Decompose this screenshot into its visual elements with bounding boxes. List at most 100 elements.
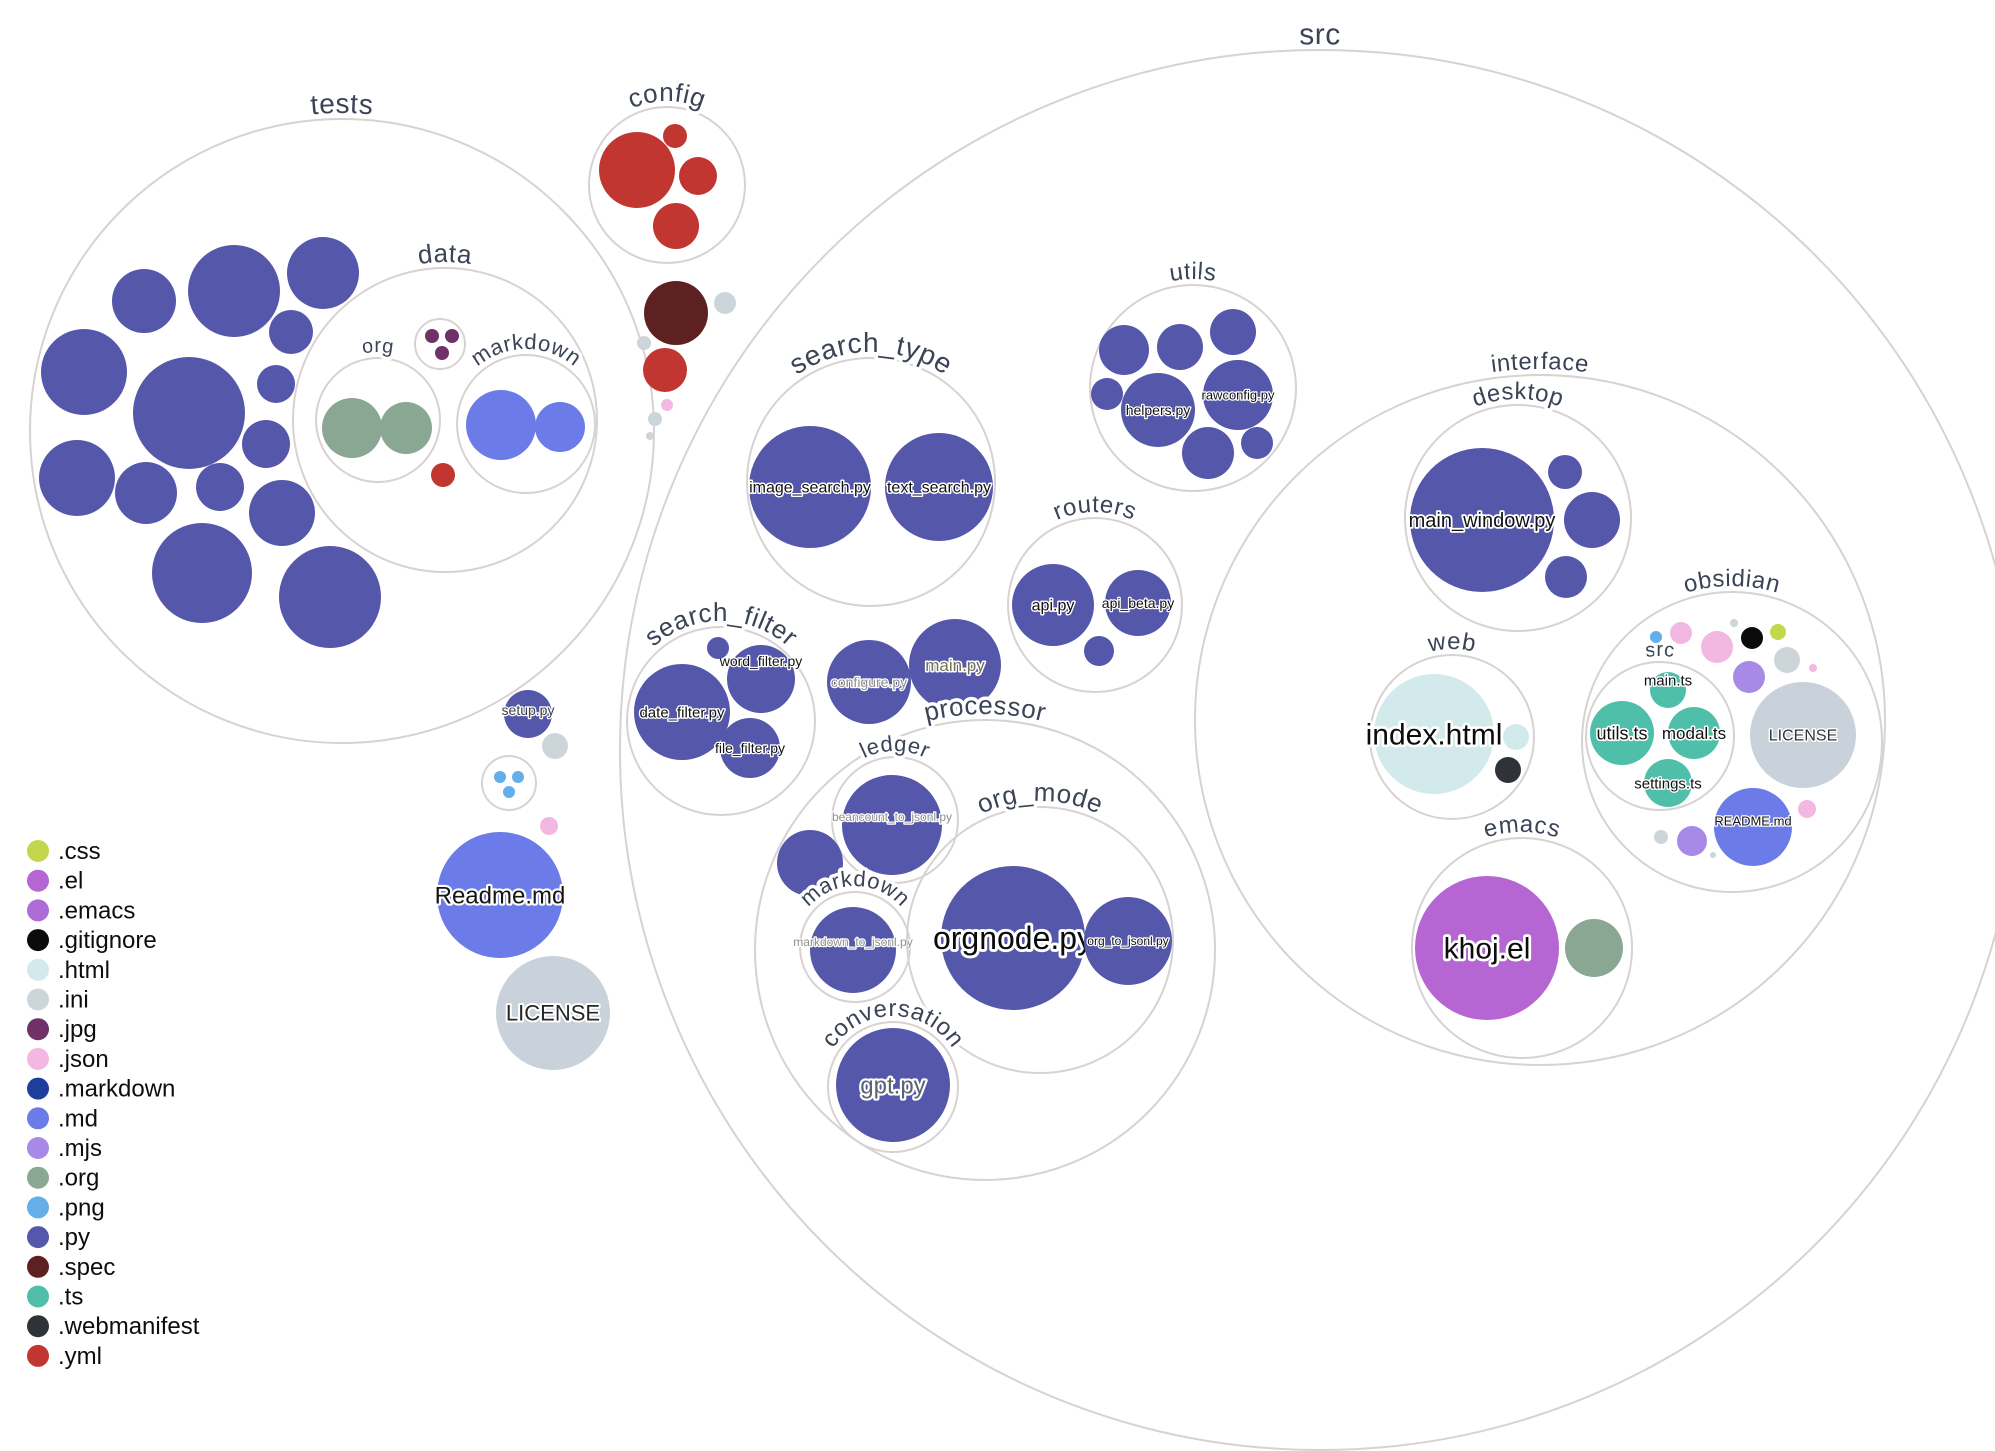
- legend-label-md: .md: [58, 1105, 98, 1132]
- legend-swatch-org: [27, 1166, 49, 1189]
- file-label-setup.py: setup.py: [502, 702, 555, 718]
- dir-label-org_mode: org_mode: [972, 777, 1107, 820]
- dir-label-data: data: [416, 238, 474, 270]
- file-dot-org: [1565, 919, 1623, 977]
- file-label-index.html: index.html: [1366, 719, 1503, 752]
- file-label-LICENSE: LICENSE: [1769, 728, 1837, 745]
- file-circle-LICENSE: [496, 956, 610, 1070]
- file-dot-mjs: [1733, 661, 1765, 693]
- legend-label-org: .org: [58, 1165, 99, 1192]
- file-dot-py: [152, 523, 252, 623]
- file-dot-jpg: [445, 329, 459, 343]
- legend-label-png: .png: [58, 1194, 105, 1221]
- file-dot-webmanifest: [1495, 757, 1521, 783]
- file-label-beancount_to_jsonl.py: beancount_to_jsonl.py: [832, 810, 952, 824]
- legend-label-ini: .ini: [58, 987, 89, 1014]
- file-dot-ini: [1774, 647, 1800, 673]
- file-label-api_beta.py: api_beta.py: [1102, 595, 1174, 611]
- file-circle-image_search.py: [749, 426, 871, 548]
- file-dot-json: [661, 399, 673, 411]
- dir-circle-search_type: [746, 357, 996, 607]
- file-dot-yml: [599, 132, 675, 208]
- file-dot-md: [466, 390, 536, 460]
- file-circle-configure.py: [827, 640, 911, 724]
- file-circle-main.py: [909, 619, 1001, 711]
- file-dot-json: [540, 817, 558, 835]
- file-label-api.py: api.py: [1032, 598, 1075, 615]
- file-dot-py: [287, 237, 359, 309]
- file-circle-main.ts: [1650, 672, 1686, 708]
- file-dot-png: [512, 771, 524, 783]
- file-dot-py: [1182, 427, 1234, 479]
- legend-swatch-jpg: [27, 1018, 49, 1041]
- file-circle-beancount_to_jsonl.py: [842, 775, 942, 875]
- legend-swatch-mjs: [27, 1137, 49, 1159]
- file-dot-ini: [542, 733, 568, 759]
- dir-circle-org: [315, 357, 441, 483]
- legend-swatch-gitignore: [27, 929, 49, 952]
- dir-label-org: org: [361, 335, 396, 358]
- file-circle-file_filter.py: [720, 718, 780, 778]
- dir-circle-processor: [754, 719, 1216, 1181]
- file-circle-api_beta.py: [1105, 570, 1171, 636]
- file-dot-py: [249, 480, 315, 546]
- file-dot-py: [133, 357, 245, 469]
- dir-label-search_type: search_type: [784, 327, 959, 380]
- legend-label-json: .json: [58, 1046, 109, 1073]
- file-circle-khoj.el: [1415, 876, 1559, 1020]
- file-label-org_to_jsonl.py: org_to_jsonl.py: [1087, 934, 1168, 948]
- dir-label-processor: processor: [921, 690, 1049, 727]
- file-dot-gitignore: [1741, 627, 1763, 649]
- legend-swatch-webmanifest: [27, 1315, 49, 1338]
- dir-circle-search_filter: [626, 626, 816, 816]
- legend-swatch-markdown: [27, 1077, 49, 1100]
- file-label-main.ts: main.ts: [1644, 672, 1692, 689]
- dir-circle-data: [292, 267, 598, 573]
- dir-label-routers: routers: [1049, 491, 1140, 526]
- file-label-text_search.py: text_search.py: [887, 480, 991, 497]
- file-label-orgnode.py: orgnode.py: [933, 920, 1093, 956]
- dir-label-desktop: desktop: [1469, 378, 1568, 413]
- file-circle-date_filter.py: [634, 664, 730, 760]
- dir-circle-routers: [1007, 517, 1183, 693]
- file-dot-py: [1091, 378, 1123, 410]
- file-dot-png: [1650, 631, 1662, 643]
- legend-swatch-png: [27, 1196, 49, 1219]
- file-label-settings.ts: settings.ts: [1634, 775, 1702, 792]
- file-label-date_filter.py: date_filter.py: [639, 704, 725, 721]
- file-dot-py: [1564, 492, 1620, 548]
- file-dot-py: [41, 329, 127, 415]
- legend-label-css: .css: [58, 838, 101, 865]
- file-dot-spec: [644, 281, 708, 345]
- legend-swatch-css: [27, 840, 49, 862]
- file-dot-json: [1809, 664, 1817, 672]
- legend-swatch-el: [27, 869, 49, 892]
- file-label-main.py: main.py: [925, 656, 985, 675]
- dir-circle-interface: [1194, 374, 1886, 1066]
- file-dot-py: [1157, 324, 1203, 370]
- file-dot-json: [1701, 631, 1733, 663]
- file-dot-py: [1241, 427, 1273, 459]
- legend-swatch-ts: [27, 1285, 49, 1308]
- dir-circle-org_mode: [906, 806, 1174, 1074]
- legend-label-markdown: .markdown: [58, 1076, 175, 1103]
- file-dot-py: [279, 546, 381, 648]
- file-dot-html: [1503, 724, 1529, 750]
- file-label-LICENSE: LICENSE: [506, 1001, 600, 1026]
- dir-circle-conversation: [827, 1021, 959, 1153]
- file-dot-org: [380, 402, 432, 454]
- file-label-word_filter.py: word_filter.py: [719, 653, 802, 669]
- file-dot-py: [112, 269, 176, 333]
- file-circle-utils.ts: [1590, 701, 1654, 765]
- file-label-helpers.py: helpers.py: [1126, 402, 1191, 418]
- file-circle-org_to_jsonl.py: [1084, 897, 1172, 985]
- dir-circle-ledger: [831, 756, 959, 884]
- legend-label-el: .el: [58, 868, 83, 895]
- legend-label-py: .py: [58, 1224, 90, 1251]
- file-dot-py: [269, 310, 313, 354]
- file-dot-ini: [646, 432, 654, 440]
- file-circle-rawconfig.py: [1203, 360, 1273, 430]
- file-circle-markdown_to_jsonl.py: [810, 907, 896, 993]
